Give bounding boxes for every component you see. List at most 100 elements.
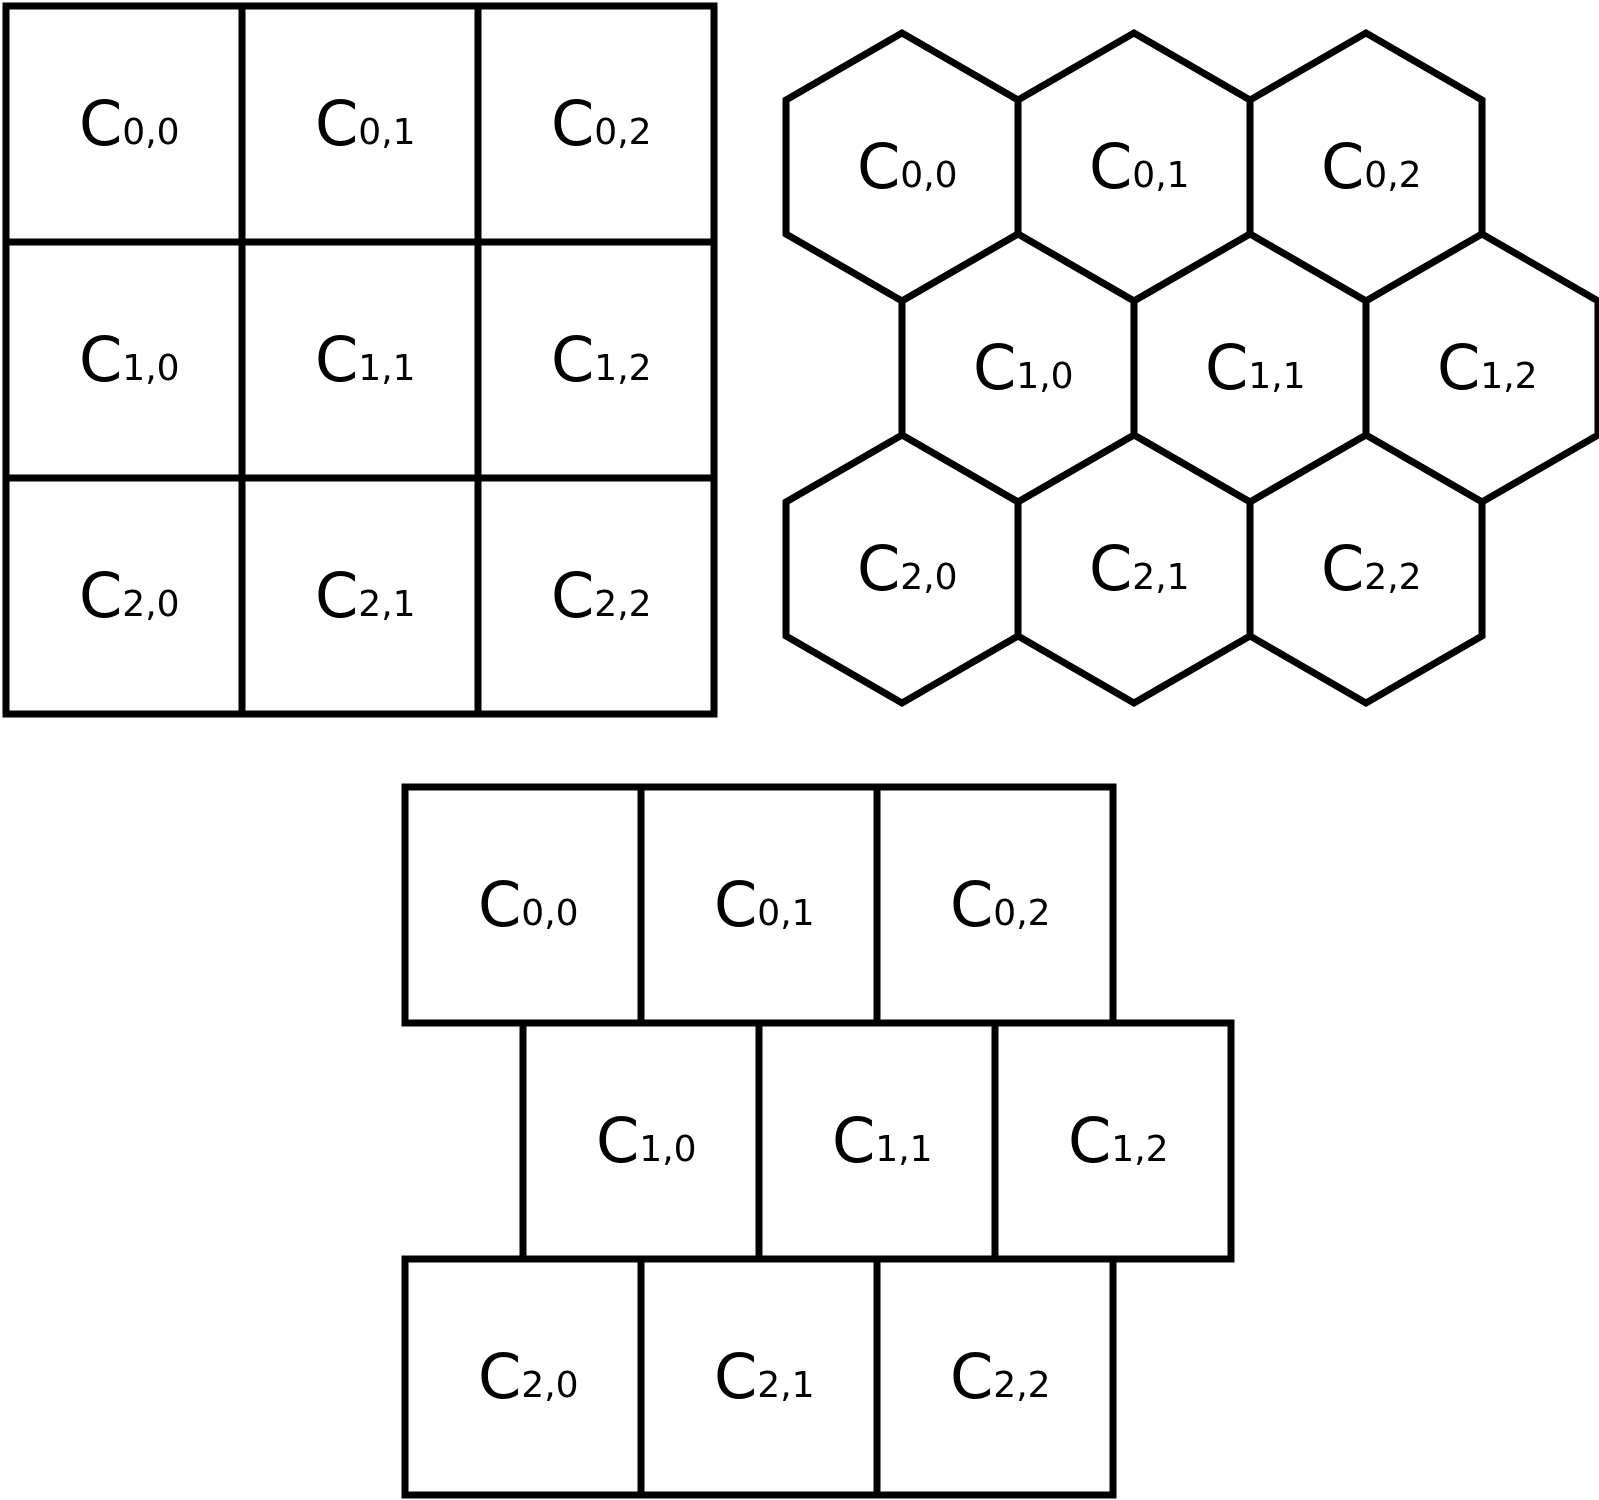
cell-letter: C bbox=[1089, 130, 1132, 203]
cell-letter: C bbox=[1437, 331, 1480, 404]
square-cell-outline bbox=[873, 1255, 1117, 1499]
cell-label: C0,1 bbox=[315, 87, 416, 160]
square-cell-outline bbox=[474, 238, 718, 482]
cell-index-subscript: 1,1 bbox=[875, 1129, 932, 1170]
cell-index-subscript: 2,1 bbox=[358, 584, 415, 625]
cell-letter: C bbox=[714, 868, 757, 941]
grid-cell: C1,0 bbox=[2, 238, 246, 482]
square-cell-outline bbox=[2, 238, 246, 482]
grid-cell: C1,0 bbox=[519, 1019, 763, 1263]
cell-index-subscript: 1,2 bbox=[1111, 1129, 1168, 1170]
cell-label: C2,0 bbox=[478, 1340, 579, 1413]
cell-letter: C bbox=[551, 323, 594, 396]
cell-letter: C bbox=[315, 87, 358, 160]
cell-index-subscript: 2,2 bbox=[594, 584, 651, 625]
square-cell-outline bbox=[474, 474, 718, 718]
cell-letter: C bbox=[478, 1340, 521, 1413]
cell-label: C2,1 bbox=[1089, 532, 1190, 605]
cell-letter: C bbox=[1089, 532, 1132, 605]
cell-index-subscript: 1,1 bbox=[1248, 356, 1305, 397]
square-cell-outline bbox=[2, 474, 246, 718]
grid-cell: C2,2 bbox=[474, 474, 718, 718]
cell-index-subscript: 1,2 bbox=[594, 348, 651, 389]
square-cell-outline bbox=[401, 1255, 645, 1499]
grid-cell: C0,1 bbox=[637, 783, 881, 1027]
cell-index-subscript: 1,0 bbox=[122, 348, 179, 389]
cell-letter: C bbox=[478, 868, 521, 941]
grid-cell: C2,2 bbox=[1246, 430, 1486, 708]
cell-letter: C bbox=[79, 87, 122, 160]
cell-letter: C bbox=[1321, 130, 1364, 203]
cell-index-subscript: 0,0 bbox=[900, 155, 957, 196]
grid-cell: C0,1 bbox=[238, 2, 482, 246]
grid-cell: C0,2 bbox=[873, 783, 1117, 1027]
cell-index-subscript: 2,1 bbox=[757, 1365, 814, 1406]
cell-label: C0,2 bbox=[950, 868, 1051, 941]
cell-label: C1,2 bbox=[551, 323, 652, 396]
cell-label: C0,2 bbox=[1321, 130, 1422, 203]
grid-cell: C0,0 bbox=[401, 783, 645, 1027]
cell-letter: C bbox=[551, 559, 594, 632]
cell-letter: C bbox=[79, 323, 122, 396]
cell-index-subscript: 0,1 bbox=[757, 893, 814, 934]
cell-letter: C bbox=[79, 559, 122, 632]
cell-index-subscript: 0,0 bbox=[521, 893, 578, 934]
cell-index-subscript: 0,2 bbox=[594, 112, 651, 153]
cell-index-subscript: 2,1 bbox=[1132, 557, 1189, 598]
grid-cell: C2,2 bbox=[873, 1255, 1117, 1499]
cell-index-subscript: 0,2 bbox=[993, 893, 1050, 934]
grid-cell: C2,0 bbox=[2, 474, 246, 718]
cell-index-subscript: 2,0 bbox=[122, 584, 179, 625]
grid-cell: C2,0 bbox=[782, 430, 1022, 708]
cell-index-subscript: 0,1 bbox=[358, 112, 415, 153]
cell-letter: C bbox=[857, 130, 900, 203]
cell-index-subscript: 0,1 bbox=[1132, 155, 1189, 196]
cell-index-subscript: 0,2 bbox=[1364, 155, 1421, 196]
hexagon-cell-outline bbox=[1246, 430, 1486, 708]
square-cell-outline bbox=[238, 474, 482, 718]
cell-label: C1,1 bbox=[315, 323, 416, 396]
cell-letter: C bbox=[950, 1340, 993, 1413]
cell-letter: C bbox=[596, 1104, 639, 1177]
square-cell-outline bbox=[755, 1019, 999, 1263]
cell-label: C0,0 bbox=[79, 87, 180, 160]
grid-cell: C0,2 bbox=[474, 2, 718, 246]
grid-cell: C1,2 bbox=[474, 238, 718, 482]
cell-label: C2,1 bbox=[315, 559, 416, 632]
cell-label: C1,1 bbox=[1205, 331, 1306, 404]
cell-label: C0,2 bbox=[551, 87, 652, 160]
cell-letter: C bbox=[315, 559, 358, 632]
grid-cell: C1,1 bbox=[755, 1019, 999, 1263]
cell-index-subscript: 1,2 bbox=[1480, 356, 1537, 397]
square-cell-outline bbox=[2, 2, 246, 246]
cell-index-subscript: 1,1 bbox=[358, 348, 415, 389]
cell-index-subscript: 2,2 bbox=[993, 1365, 1050, 1406]
cell-letter: C bbox=[1068, 1104, 1111, 1177]
cell-label: C2,2 bbox=[551, 559, 652, 632]
cell-letter: C bbox=[832, 1104, 875, 1177]
cell-index-subscript: 1,0 bbox=[1016, 356, 1073, 397]
cell-label: C2,2 bbox=[950, 1340, 1051, 1413]
offset-square-grid: C0,0 C0,1 C0,2C1,0 C1,1 C1,2C2,0 C2,1 C2,2 bbox=[401, 783, 1235, 1499]
cell-label: C0,0 bbox=[478, 868, 579, 941]
cell-label: C2,2 bbox=[1321, 532, 1422, 605]
cell-letter: C bbox=[973, 331, 1016, 404]
grid-cell: C2,1 bbox=[1014, 430, 1254, 708]
cell-index-subscript: 2,2 bbox=[1364, 557, 1421, 598]
cell-letter: C bbox=[714, 1340, 757, 1413]
grid-cell: C2,1 bbox=[637, 1255, 881, 1499]
cell-label: C1,0 bbox=[973, 331, 1074, 404]
cell-label: C0,1 bbox=[1089, 130, 1190, 203]
cell-label: C1,1 bbox=[832, 1104, 933, 1177]
cell-label: C2,0 bbox=[79, 559, 180, 632]
cell-label: C1,2 bbox=[1068, 1104, 1169, 1177]
grid-cell: C1,1 bbox=[238, 238, 482, 482]
hexagonal-grid: C0,0 C0,1 C0,2C1,0 C1,1 C1,2C2,0 C2,1 C2,2 bbox=[782, 28, 1599, 708]
cell-label: C2,1 bbox=[714, 1340, 815, 1413]
cell-letter: C bbox=[857, 532, 900, 605]
cell-index-subscript: 2,0 bbox=[521, 1365, 578, 1406]
grid-cell: C2,1 bbox=[238, 474, 482, 718]
square-cell-outline bbox=[991, 1019, 1235, 1263]
grid-cell: C2,0 bbox=[401, 1255, 645, 1499]
